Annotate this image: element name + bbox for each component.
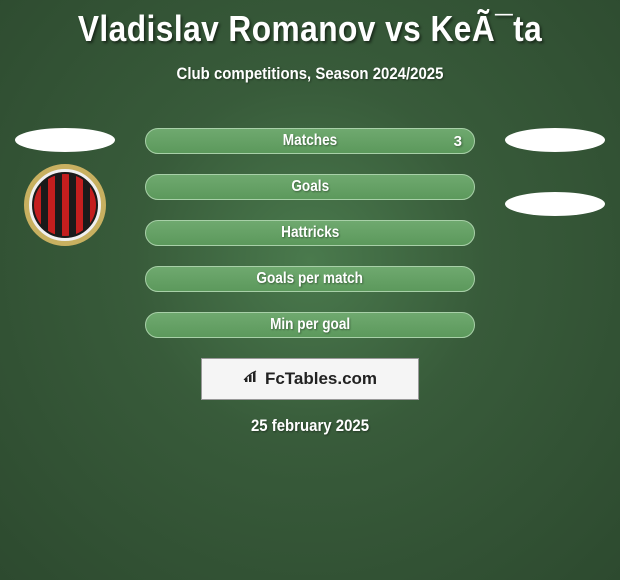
- player-left-column: [15, 128, 115, 246]
- stat-label: Goals per match: [257, 270, 364, 288]
- stats-column: Matches 3 Goals Hattricks Goals per matc…: [145, 128, 475, 338]
- stat-row-min-per-goal: Min per goal: [145, 312, 475, 338]
- stat-row-hattricks: Hattricks: [145, 220, 475, 246]
- watermark: FcTables.com: [201, 358, 419, 400]
- comparison-title: Vladislav Romanov vs KeÃ¯ta: [37, 8, 583, 50]
- stat-row-matches: Matches 3: [145, 128, 475, 154]
- content-row: Matches 3 Goals Hattricks Goals per matc…: [0, 128, 620, 338]
- player-right-column: [505, 128, 605, 216]
- stat-label: Goals: [291, 178, 329, 196]
- stat-right-value: 3: [454, 133, 462, 150]
- crest-stripes-icon: [34, 174, 96, 236]
- watermark-text: FcTables.com: [265, 369, 377, 389]
- club-crest-left: [24, 164, 106, 246]
- player-right-club-pill: [505, 192, 605, 216]
- stat-label: Min per goal: [270, 316, 350, 334]
- stat-row-goals-per-match: Goals per match: [145, 266, 475, 292]
- player-left-name-pill: [15, 128, 115, 152]
- date-text: 25 february 2025: [37, 416, 583, 436]
- stat-label: Matches: [283, 132, 337, 150]
- stat-row-goals: Goals: [145, 174, 475, 200]
- chart-icon: [243, 370, 261, 388]
- stat-label: Hattricks: [281, 224, 339, 242]
- player-right-name-pill: [505, 128, 605, 152]
- subtitle: Club competitions, Season 2024/2025: [37, 64, 583, 84]
